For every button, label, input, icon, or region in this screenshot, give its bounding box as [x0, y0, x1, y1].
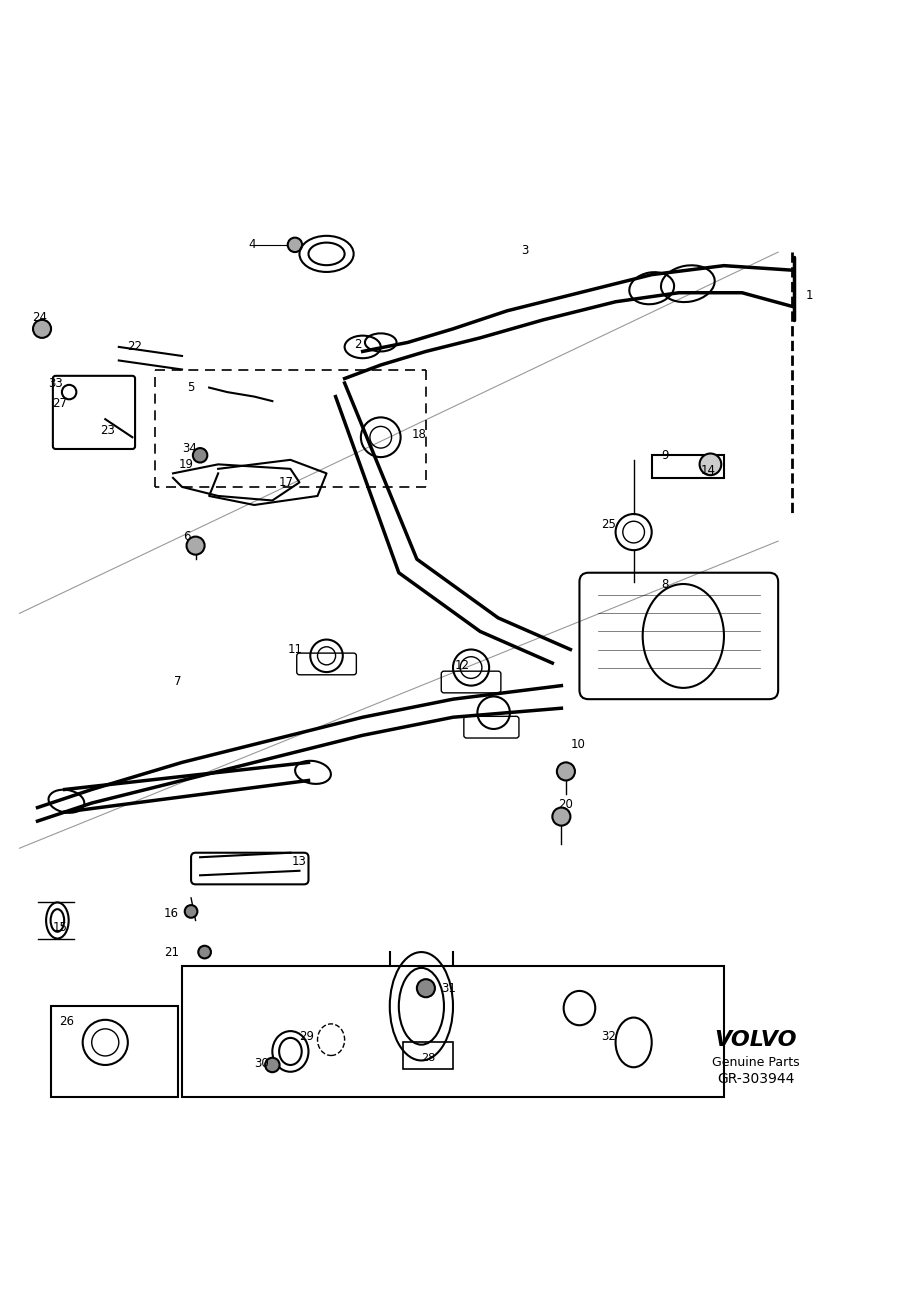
Text: 27: 27 [53, 397, 68, 410]
Text: 9: 9 [661, 449, 669, 462]
Text: 17: 17 [278, 475, 294, 488]
Text: 23: 23 [101, 425, 115, 438]
Text: 33: 33 [48, 377, 63, 390]
Circle shape [33, 320, 51, 338]
FancyBboxPatch shape [53, 375, 135, 449]
Circle shape [553, 808, 571, 826]
Text: VOLVO: VOLVO [714, 1030, 797, 1050]
Text: 30: 30 [255, 1056, 269, 1069]
Text: 16: 16 [164, 907, 178, 920]
Text: 3: 3 [522, 244, 529, 257]
Text: 4: 4 [249, 238, 256, 251]
Text: GR-303944: GR-303944 [717, 1072, 795, 1086]
FancyBboxPatch shape [580, 573, 778, 699]
Text: 28: 28 [421, 1052, 435, 1063]
Text: 7: 7 [174, 674, 181, 687]
FancyBboxPatch shape [191, 852, 308, 885]
Text: 6: 6 [183, 530, 190, 543]
Circle shape [265, 1057, 280, 1072]
Text: 26: 26 [59, 1015, 74, 1028]
Text: 1: 1 [806, 288, 814, 301]
Text: 15: 15 [53, 921, 68, 934]
Bar [182, 965, 724, 1096]
Text: 34: 34 [182, 443, 197, 456]
Text: 25: 25 [601, 518, 616, 531]
FancyBboxPatch shape [464, 716, 519, 738]
Text: 18: 18 [411, 429, 426, 442]
Circle shape [198, 946, 211, 959]
Circle shape [557, 763, 575, 781]
Bar [403, 1042, 453, 1069]
Text: 11: 11 [287, 643, 303, 656]
Text: 2: 2 [354, 338, 361, 351]
Text: 31: 31 [441, 982, 456, 995]
Bar [51, 1007, 178, 1096]
Text: 29: 29 [299, 1030, 314, 1043]
Text: 12: 12 [455, 660, 469, 673]
Circle shape [185, 905, 198, 918]
Text: 5: 5 [188, 381, 195, 394]
Circle shape [193, 448, 207, 462]
Text: Genuine Parts: Genuine Parts [712, 1056, 799, 1069]
Text: 32: 32 [601, 1030, 616, 1043]
Text: 20: 20 [558, 799, 573, 812]
Circle shape [187, 536, 205, 555]
Circle shape [417, 979, 435, 998]
Text: 19: 19 [179, 457, 194, 470]
Text: 21: 21 [164, 946, 178, 959]
Text: 22: 22 [128, 340, 142, 353]
FancyBboxPatch shape [441, 672, 501, 692]
Text: 10: 10 [570, 738, 585, 751]
Bar [651, 456, 724, 478]
Text: 24: 24 [32, 310, 47, 323]
Text: 13: 13 [292, 855, 307, 868]
FancyBboxPatch shape [297, 653, 356, 674]
Text: 8: 8 [661, 578, 669, 591]
Circle shape [288, 238, 303, 252]
Text: 14: 14 [700, 464, 715, 477]
Circle shape [699, 453, 721, 475]
